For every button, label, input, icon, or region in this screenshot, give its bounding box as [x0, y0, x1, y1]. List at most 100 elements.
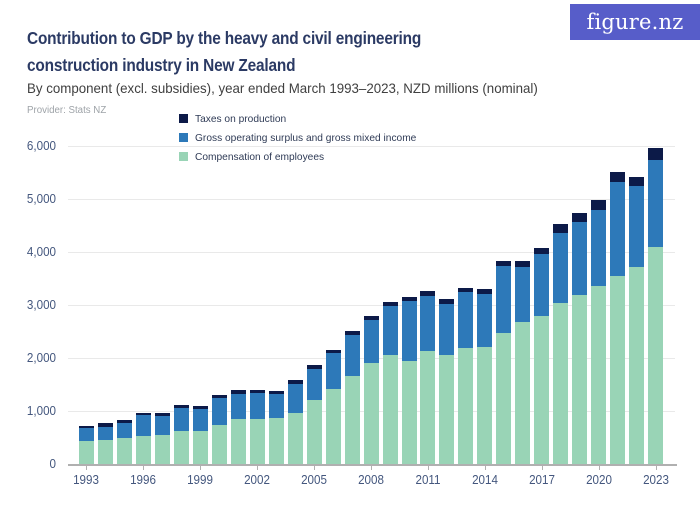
- bar-segment-gos[interactable]: [477, 293, 493, 347]
- bar-segment-taxes[interactable]: [325, 349, 341, 354]
- bar-segment-gos[interactable]: [610, 182, 626, 277]
- bar-segment-compensation[interactable]: [211, 424, 227, 464]
- bar-segment-taxes[interactable]: [591, 199, 607, 210]
- bar-segment-gos[interactable]: [173, 408, 189, 431]
- bar-1997[interactable]: [154, 413, 170, 464]
- bar-2005[interactable]: [306, 365, 322, 464]
- bar-segment-taxes[interactable]: [458, 287, 474, 292]
- bar-segment-compensation[interactable]: [287, 413, 303, 464]
- bar-segment-taxes[interactable]: [553, 224, 569, 234]
- bar-segment-taxes[interactable]: [78, 425, 94, 429]
- bar-2004[interactable]: [287, 380, 303, 464]
- bar-segment-compensation[interactable]: [173, 430, 189, 464]
- bar-segment-gos[interactable]: [211, 397, 227, 425]
- bar-segment-gos[interactable]: [363, 319, 379, 364]
- bar-segment-gos[interactable]: [154, 416, 170, 436]
- bar-2011[interactable]: [420, 291, 436, 464]
- bar-2020[interactable]: [591, 199, 607, 464]
- bar-segment-compensation[interactable]: [306, 399, 322, 464]
- bar-segment-gos[interactable]: [458, 292, 474, 349]
- bar-segment-compensation[interactable]: [458, 348, 474, 464]
- bar-2023[interactable]: [648, 148, 664, 464]
- bar-segment-gos[interactable]: [325, 353, 341, 389]
- bar-segment-compensation[interactable]: [116, 438, 132, 464]
- bar-segment-gos[interactable]: [534, 253, 550, 316]
- bar-2003[interactable]: [268, 391, 284, 464]
- bar-segment-gos[interactable]: [553, 233, 569, 304]
- bar-segment-taxes[interactable]: [363, 315, 379, 320]
- bar-segment-compensation[interactable]: [325, 388, 341, 464]
- bar-segment-taxes[interactable]: [496, 261, 512, 267]
- bar-2002[interactable]: [249, 389, 265, 464]
- bar-segment-compensation[interactable]: [553, 303, 569, 464]
- bar-1993[interactable]: [78, 425, 94, 464]
- bar-2018[interactable]: [553, 224, 569, 464]
- bar-1995[interactable]: [116, 419, 132, 464]
- bar-segment-taxes[interactable]: [211, 394, 227, 398]
- bar-2006[interactable]: [325, 349, 341, 464]
- bar-segment-taxes[interactable]: [534, 248, 550, 254]
- bar-segment-gos[interactable]: [591, 209, 607, 286]
- bar-2000[interactable]: [211, 394, 227, 464]
- bar-segment-compensation[interactable]: [629, 266, 645, 464]
- bar-segment-taxes[interactable]: [477, 289, 493, 294]
- bar-segment-taxes[interactable]: [230, 390, 246, 394]
- bar-1998[interactable]: [173, 404, 189, 464]
- bar-segment-gos[interactable]: [648, 159, 664, 247]
- bar-segment-taxes[interactable]: [154, 413, 170, 417]
- bar-segment-taxes[interactable]: [401, 296, 417, 301]
- bar-segment-compensation[interactable]: [78, 440, 94, 464]
- bar-segment-compensation[interactable]: [648, 246, 664, 464]
- bar-segment-gos[interactable]: [572, 221, 588, 295]
- bar-segment-taxes[interactable]: [572, 212, 588, 222]
- bar-segment-compensation[interactable]: [97, 440, 113, 464]
- bar-segment-taxes[interactable]: [439, 299, 455, 304]
- bar-segment-taxes[interactable]: [287, 380, 303, 384]
- bar-segment-taxes[interactable]: [192, 405, 208, 409]
- bar-segment-compensation[interactable]: [420, 350, 436, 464]
- bar-segment-gos[interactable]: [496, 266, 512, 333]
- bar-1996[interactable]: [135, 412, 151, 464]
- bar-segment-taxes[interactable]: [249, 389, 265, 393]
- figurenz-logo[interactable]: figure.nz: [570, 4, 700, 40]
- bar-1999[interactable]: [192, 405, 208, 464]
- bar-segment-gos[interactable]: [230, 393, 246, 420]
- bar-2017[interactable]: [534, 248, 550, 464]
- bar-2010[interactable]: [401, 296, 417, 464]
- bar-segment-compensation[interactable]: [477, 346, 493, 464]
- bar-segment-taxes[interactable]: [97, 423, 113, 427]
- bar-segment-compensation[interactable]: [591, 285, 607, 464]
- bar-segment-taxes[interactable]: [610, 172, 626, 183]
- bar-segment-taxes[interactable]: [116, 419, 132, 423]
- bar-segment-gos[interactable]: [401, 300, 417, 361]
- bar-segment-gos[interactable]: [439, 303, 455, 355]
- bar-segment-taxes[interactable]: [420, 291, 436, 296]
- bar-2012[interactable]: [439, 299, 455, 464]
- bar-segment-gos[interactable]: [78, 428, 94, 441]
- bar-segment-gos[interactable]: [629, 186, 645, 267]
- bar-segment-compensation[interactable]: [401, 360, 417, 464]
- bar-segment-compensation[interactable]: [135, 436, 151, 464]
- bar-segment-gos[interactable]: [192, 408, 208, 432]
- bar-segment-compensation[interactable]: [382, 354, 398, 464]
- bar-segment-gos[interactable]: [344, 334, 360, 376]
- bar-segment-taxes[interactable]: [648, 148, 664, 160]
- bar-segment-gos[interactable]: [420, 295, 436, 351]
- bar-2008[interactable]: [363, 315, 379, 464]
- bar-segment-compensation[interactable]: [515, 321, 531, 464]
- bar-segment-taxes[interactable]: [344, 331, 360, 335]
- bar-2007[interactable]: [344, 331, 360, 464]
- bar-segment-compensation[interactable]: [249, 419, 265, 464]
- bar-segment-compensation[interactable]: [572, 294, 588, 464]
- bar-segment-gos[interactable]: [135, 415, 151, 437]
- bar-segment-compensation[interactable]: [534, 315, 550, 464]
- bar-segment-gos[interactable]: [382, 305, 398, 355]
- bar-2022[interactable]: [629, 177, 645, 464]
- bar-segment-gos[interactable]: [97, 426, 113, 441]
- bar-segment-compensation[interactable]: [439, 354, 455, 464]
- bar-segment-compensation[interactable]: [154, 435, 170, 464]
- bar-2014[interactable]: [477, 289, 493, 464]
- bar-2015[interactable]: [496, 261, 512, 464]
- bar-segment-compensation[interactable]: [268, 418, 284, 464]
- bar-segment-compensation[interactable]: [344, 375, 360, 464]
